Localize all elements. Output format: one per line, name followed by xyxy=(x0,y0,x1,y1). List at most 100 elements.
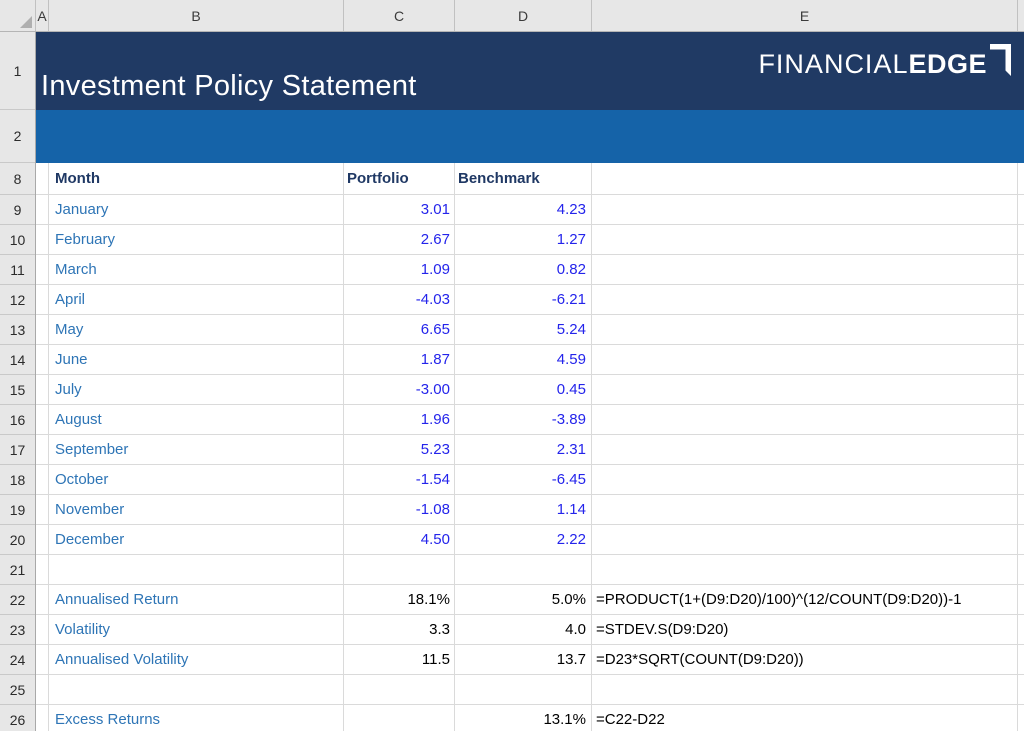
cell-f[interactable] xyxy=(1018,315,1024,345)
portfolio-value-cell[interactable]: -1.54 xyxy=(344,465,455,495)
stat-portfolio-cell[interactable]: 3.3 xyxy=(344,615,455,645)
benchmark-value-cell[interactable]: 0.82 xyxy=(455,255,592,285)
cell-c25[interactable] xyxy=(344,675,455,705)
month-name-cell[interactable]: October xyxy=(49,465,344,495)
cell-a[interactable] xyxy=(36,465,49,495)
stat-label-cell[interactable]: Annualised Return xyxy=(49,585,344,615)
portfolio-value-cell[interactable]: -3.00 xyxy=(344,375,455,405)
excess-returns-formula[interactable]: =C22-D22 xyxy=(592,705,1018,731)
cell-b21[interactable] xyxy=(49,555,344,585)
benchmark-value-cell[interactable]: 4.59 xyxy=(455,345,592,375)
cell-a[interactable] xyxy=(36,615,49,645)
stat-formula-cell[interactable]: =STDEV.S(D9:D20) xyxy=(592,615,1018,645)
excess-returns-value[interactable]: 13.1% xyxy=(455,705,592,731)
column-header-b[interactable]: B xyxy=(49,0,344,31)
cell-f[interactable] xyxy=(1018,525,1024,555)
row-header-1[interactable]: 1 xyxy=(0,32,35,110)
row-header-16[interactable]: 16 xyxy=(0,405,35,435)
portfolio-value-cell[interactable]: 3.01 xyxy=(344,195,455,225)
cell-e[interactable] xyxy=(592,225,1018,255)
row-header-19[interactable]: 19 xyxy=(0,495,35,525)
row-header-18[interactable]: 18 xyxy=(0,465,35,495)
portfolio-value-cell[interactable]: 4.50 xyxy=(344,525,455,555)
stat-portfolio-cell[interactable]: 11.5 xyxy=(344,645,455,675)
stat-label-cell[interactable]: Volatility xyxy=(49,615,344,645)
cell-e25[interactable] xyxy=(592,675,1018,705)
column-header-a[interactable]: A xyxy=(36,0,49,31)
row-header-9[interactable]: 9 xyxy=(0,195,35,225)
benchmark-value-cell[interactable]: -6.45 xyxy=(455,465,592,495)
row-header-21[interactable]: 21 xyxy=(0,555,35,585)
subheader-band-cell[interactable] xyxy=(36,110,1024,163)
cell-a[interactable] xyxy=(36,375,49,405)
row-header-2[interactable]: 2 xyxy=(0,110,35,163)
benchmark-value-cell[interactable]: 0.45 xyxy=(455,375,592,405)
benchmark-value-cell[interactable]: -3.89 xyxy=(455,405,592,435)
cell-c21[interactable] xyxy=(344,555,455,585)
cell-a25[interactable] xyxy=(36,675,49,705)
cell-f21[interactable] xyxy=(1018,555,1024,585)
row-header-12[interactable]: 12 xyxy=(0,285,35,315)
portfolio-value-cell[interactable]: 1.09 xyxy=(344,255,455,285)
title-banner-cell[interactable]: Investment Policy Statement FINANCIAL EDG… xyxy=(36,32,1024,110)
month-name-cell[interactable]: January xyxy=(49,195,344,225)
row-header-10[interactable]: 10 xyxy=(0,225,35,255)
cell-a[interactable] xyxy=(36,495,49,525)
cell-d21[interactable] xyxy=(455,555,592,585)
header-cell-month[interactable]: Month xyxy=(49,163,344,195)
row-header-24[interactable]: 24 xyxy=(0,645,35,675)
month-name-cell[interactable]: March xyxy=(49,255,344,285)
cell-b25[interactable] xyxy=(49,675,344,705)
select-all-corner[interactable] xyxy=(0,0,36,31)
row-header-20[interactable]: 20 xyxy=(0,525,35,555)
stat-benchmark-cell[interactable]: 4.0 xyxy=(455,615,592,645)
column-header-e[interactable]: E xyxy=(592,0,1018,31)
month-name-cell[interactable]: July xyxy=(49,375,344,405)
benchmark-value-cell[interactable]: -6.21 xyxy=(455,285,592,315)
cell-f[interactable] xyxy=(1018,285,1024,315)
cell-a26[interactable] xyxy=(36,705,49,731)
month-name-cell[interactable]: August xyxy=(49,405,344,435)
stat-benchmark-cell[interactable]: 5.0% xyxy=(455,585,592,615)
row-header-22[interactable]: 22 xyxy=(0,585,35,615)
cell-f[interactable] xyxy=(1018,615,1024,645)
benchmark-value-cell[interactable]: 2.31 xyxy=(455,435,592,465)
stat-formula-cell[interactable]: =PRODUCT(1+(D9:D20)/100)^(12/COUNT(D9:D2… xyxy=(592,585,1018,615)
cell-f[interactable] xyxy=(1018,495,1024,525)
cell-f[interactable] xyxy=(1018,195,1024,225)
cell-e[interactable] xyxy=(592,255,1018,285)
row-header-8[interactable]: 8 xyxy=(0,163,35,195)
month-name-cell[interactable]: December xyxy=(49,525,344,555)
portfolio-value-cell[interactable]: 2.67 xyxy=(344,225,455,255)
cell-f[interactable] xyxy=(1018,405,1024,435)
cell-f[interactable] xyxy=(1018,225,1024,255)
month-name-cell[interactable]: September xyxy=(49,435,344,465)
portfolio-value-cell[interactable]: -4.03 xyxy=(344,285,455,315)
cell-f[interactable] xyxy=(1018,255,1024,285)
cell-a21[interactable] xyxy=(36,555,49,585)
cell-e21[interactable] xyxy=(592,555,1018,585)
benchmark-value-cell[interactable]: 1.27 xyxy=(455,225,592,255)
row-header-23[interactable]: 23 xyxy=(0,615,35,645)
cell-a[interactable] xyxy=(36,645,49,675)
cell-a[interactable] xyxy=(36,225,49,255)
excess-returns-label[interactable]: Excess Returns xyxy=(49,705,344,731)
portfolio-value-cell[interactable]: 1.87 xyxy=(344,345,455,375)
cell-a[interactable] xyxy=(36,345,49,375)
month-name-cell[interactable]: November xyxy=(49,495,344,525)
cell-e[interactable] xyxy=(592,435,1018,465)
cell-a[interactable] xyxy=(36,195,49,225)
row-header-14[interactable]: 14 xyxy=(0,345,35,375)
benchmark-value-cell[interactable]: 4.23 xyxy=(455,195,592,225)
cell-c26[interactable] xyxy=(344,705,455,731)
cell-a[interactable] xyxy=(36,255,49,285)
cell-f[interactable] xyxy=(1018,345,1024,375)
row-header-15[interactable]: 15 xyxy=(0,375,35,405)
stat-label-cell[interactable]: Annualised Volatility xyxy=(49,645,344,675)
cell-a[interactable] xyxy=(36,435,49,465)
cell-e[interactable] xyxy=(592,315,1018,345)
portfolio-value-cell[interactable]: 1.96 xyxy=(344,405,455,435)
row-header-13[interactable]: 13 xyxy=(0,315,35,345)
stat-portfolio-cell[interactable]: 18.1% xyxy=(344,585,455,615)
cell-a[interactable] xyxy=(36,585,49,615)
